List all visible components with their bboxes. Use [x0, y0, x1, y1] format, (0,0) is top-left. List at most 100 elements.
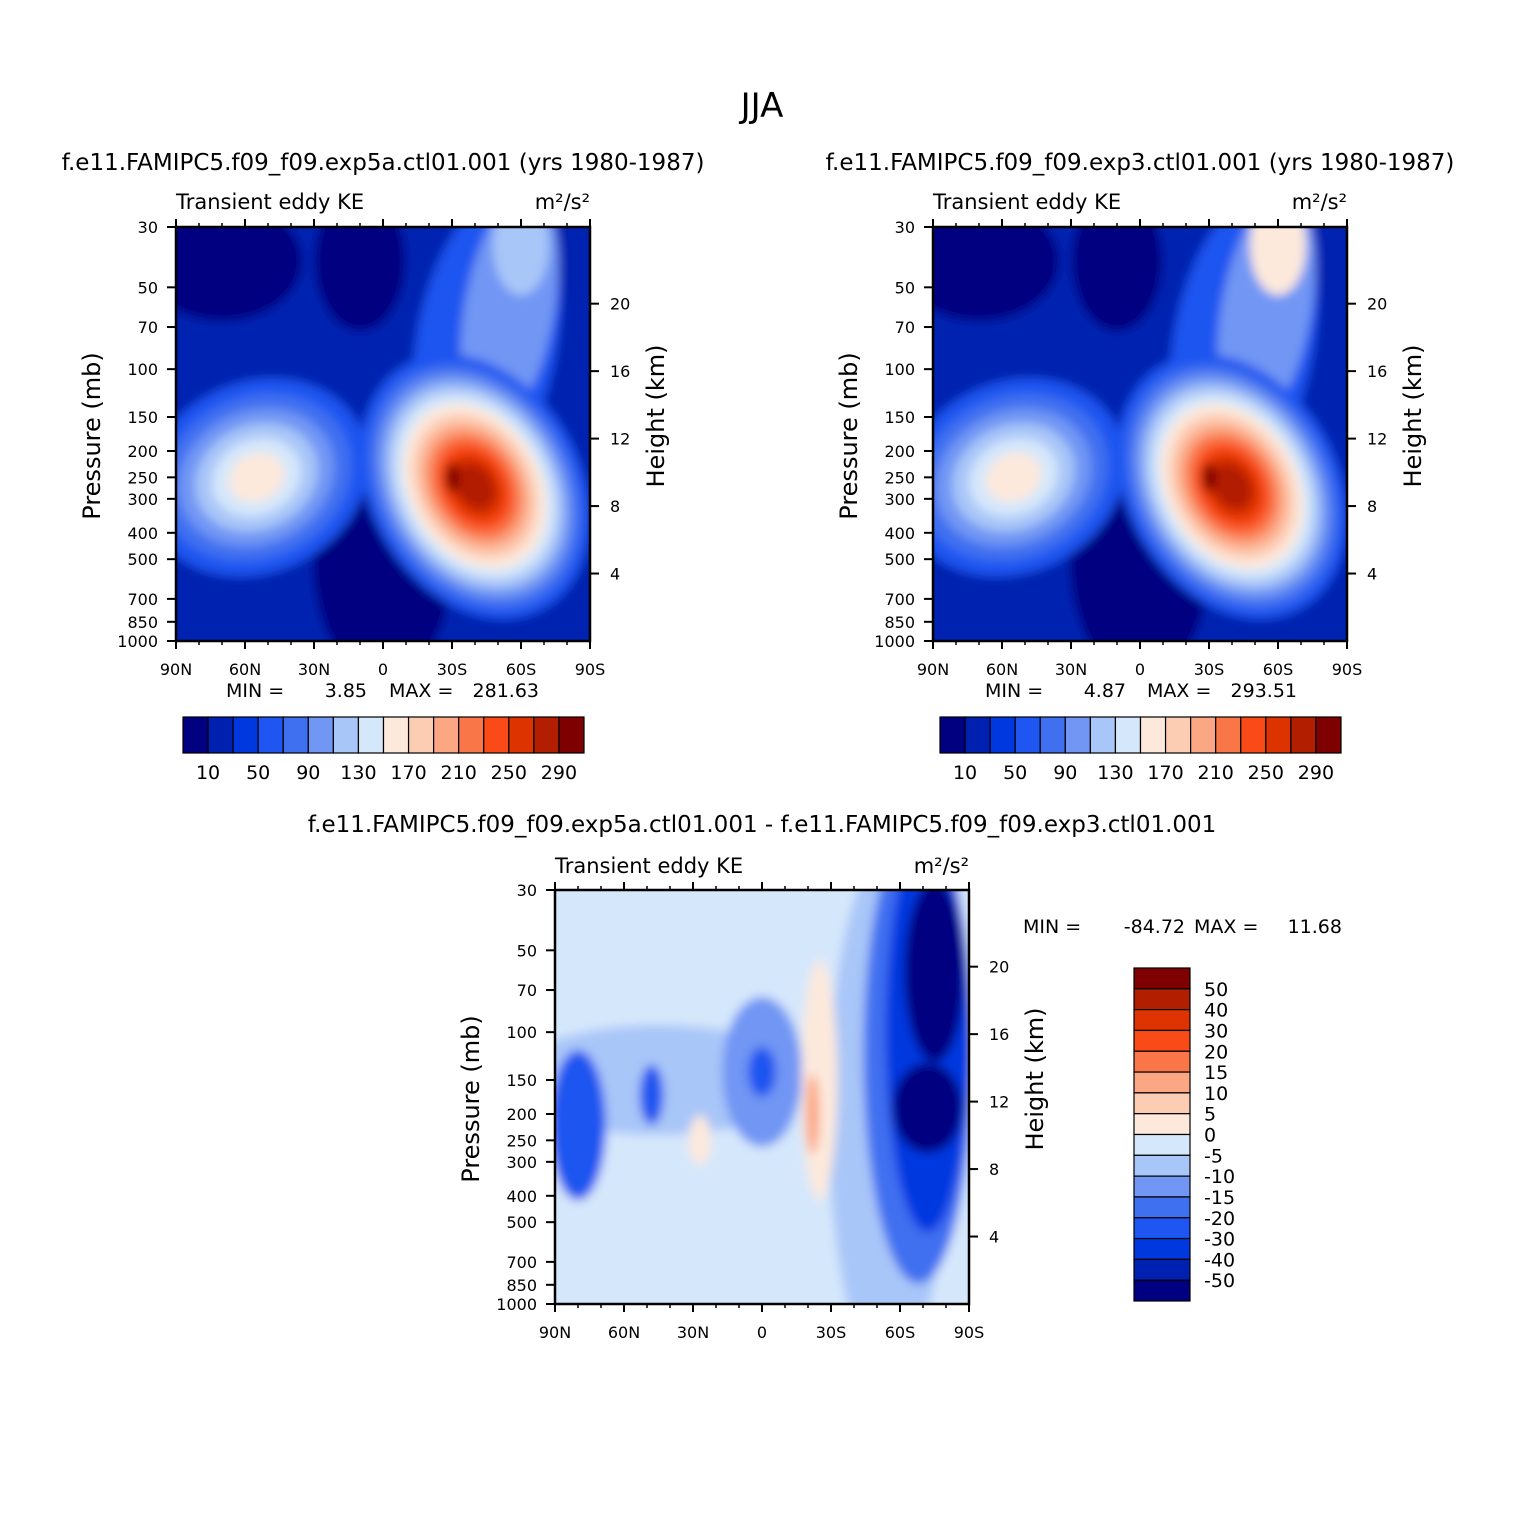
y2-tick-label: 4 — [1367, 565, 1377, 584]
colorbar: 10 50 90 130 170 210 250 290 — [182, 716, 585, 784]
y-tick-label: 500 — [884, 550, 915, 569]
x-tick-label: 30N — [298, 660, 330, 679]
x-tick-label: 60S — [506, 660, 537, 679]
max-value: 281.63 — [473, 680, 539, 702]
y-tick-label: 30 — [517, 881, 537, 900]
colorbar-label: 290 — [541, 762, 577, 784]
colorbar-swatch — [232, 716, 259, 754]
colorbar-label: 30 — [1204, 1020, 1228, 1042]
x-tick-label: 30N — [677, 1323, 709, 1342]
colorbar-label: 90 — [296, 762, 320, 784]
y-tick-label: 850 — [506, 1276, 537, 1295]
x-tick-label: 30S — [1194, 660, 1225, 679]
x-tick-label: 90N — [917, 660, 949, 679]
low-ke-region — [315, 227, 405, 331]
colorbar-label: -50 — [1204, 1270, 1235, 1292]
colorbar-swatch — [1133, 1050, 1191, 1073]
colorbar-swatch — [1133, 1133, 1191, 1156]
colorbar-swatch — [1133, 1009, 1191, 1032]
colorbar-swatch — [1133, 1092, 1191, 1115]
positive-region — [801, 960, 838, 1201]
y-tick-label: 500 — [506, 1213, 537, 1232]
colorbar-swatch — [533, 716, 560, 754]
y-tick-label: 50 — [138, 278, 158, 297]
sh-jet-maximum — [1202, 462, 1216, 493]
colorbar-label: 40 — [1204, 1000, 1228, 1022]
y2-tick-label: 16 — [610, 362, 630, 381]
y2-tick-label: 8 — [1367, 497, 1377, 516]
colorbar-label: -40 — [1204, 1249, 1235, 1271]
min-label: MIN = — [226, 680, 284, 702]
case-title: f.e11.FAMIPC5.f09_f09.exp5a.ctl01.001 (y… — [62, 150, 705, 176]
min-value: 4.87 — [1084, 680, 1126, 702]
colorbar-swatch — [1240, 716, 1267, 754]
colorbar-label: 90 — [1053, 762, 1077, 784]
y-tick-label: 400 — [127, 524, 158, 543]
low-ke-region — [933, 227, 1059, 321]
figure-title: JJA — [739, 86, 784, 126]
min-value: -84.72 — [1124, 916, 1185, 938]
colorbar-swatch — [1315, 716, 1342, 754]
nh-jet-contour — [228, 452, 285, 503]
x-tick-label: 0 — [757, 1323, 767, 1342]
x-tick-label: 30S — [816, 1323, 847, 1342]
colorbar-label: 210 — [1198, 762, 1234, 784]
x-tick-label: 0 — [378, 660, 388, 679]
colorbar-swatch — [433, 716, 460, 754]
y-tick-label: 500 — [127, 550, 158, 569]
colorbar-label: 10 — [196, 762, 220, 784]
y-tick-label: 100 — [884, 360, 915, 379]
colorbar-swatch — [964, 716, 991, 754]
colorbar-swatch — [483, 716, 510, 754]
case-title: f.e11.FAMIPC5.f09_f09.exp3.ctl01.001 (yr… — [826, 150, 1455, 176]
colorbar-label: 50 — [1003, 762, 1027, 784]
y2-tick-label: 4 — [989, 1228, 999, 1247]
y2-tick-label: 16 — [1367, 362, 1387, 381]
colorbar-swatch — [939, 716, 966, 754]
colorbar-swatch — [1164, 716, 1192, 754]
min-label: MIN = — [985, 680, 1043, 702]
units-label: m²/s² — [1292, 190, 1347, 214]
variable-label: Transient eddy KE — [554, 854, 743, 878]
colorbar-swatch — [1133, 1217, 1191, 1240]
negative-region — [748, 1046, 776, 1097]
colorbar-swatch — [282, 716, 309, 754]
x-tick-label: 0 — [1135, 660, 1145, 679]
y2-tick-label: 20 — [610, 295, 630, 314]
y-axis-title: Pressure (mb) — [835, 352, 863, 519]
colorbar-swatch — [307, 716, 334, 754]
colorbar-swatch — [1133, 1154, 1191, 1177]
colorbar-swatch — [332, 716, 360, 754]
colorbar-swatch — [1133, 1071, 1191, 1094]
colorbar-label: 20 — [1204, 1041, 1228, 1063]
colorbar-label: 50 — [246, 762, 270, 784]
y-tick-label: 250 — [506, 1131, 537, 1150]
low-ke-region — [1072, 227, 1162, 331]
x-tick-label: 90N — [539, 1323, 571, 1342]
colorbar-swatch — [1133, 1237, 1191, 1260]
colorbar-label: 250 — [1248, 762, 1284, 784]
colorbar-swatch — [1190, 716, 1217, 754]
y2-tick-label: 12 — [1367, 430, 1387, 449]
x-tick-label: 60N — [986, 660, 1018, 679]
y-tick-label: 50 — [517, 941, 537, 960]
y-tick-label: 200 — [884, 442, 915, 461]
colorbar-swatch — [1133, 1258, 1191, 1281]
colorbar-label: 50 — [1204, 979, 1228, 1001]
x-tick-label: 60S — [885, 1323, 916, 1342]
y-tick-label: 850 — [884, 613, 915, 632]
y-tick-label: 70 — [895, 318, 915, 337]
colorbar-label: 15 — [1204, 1062, 1228, 1084]
y-tick-label: 300 — [506, 1153, 537, 1172]
y-tick-label: 300 — [884, 490, 915, 509]
colorbar-label: -15 — [1204, 1187, 1235, 1209]
y2-tick-label: 12 — [989, 1093, 1009, 1112]
case-title: f.e11.FAMIPC5.f09_f09.exp5a.ctl01.001 - … — [308, 812, 1217, 838]
y2-tick-label: 12 — [610, 430, 630, 449]
max-label: MAX = — [1194, 916, 1258, 938]
colorbar-swatch — [1133, 967, 1191, 990]
colorbar-swatch — [1114, 716, 1142, 754]
